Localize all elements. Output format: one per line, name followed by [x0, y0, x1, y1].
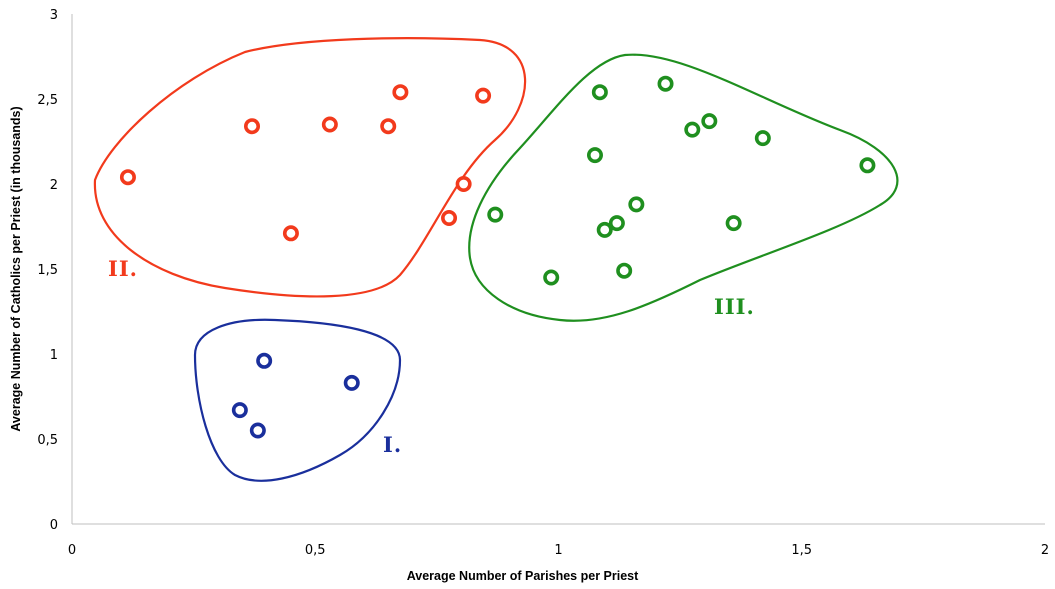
cluster-i-outline	[193, 318, 402, 482]
data-point	[321, 116, 338, 133]
data-points	[119, 75, 876, 439]
cluster-label: II.	[108, 256, 138, 281]
data-point	[754, 130, 771, 147]
data-point	[244, 118, 261, 135]
cluster-labels: I. II. III.	[108, 256, 755, 457]
y-tick-label: 1,5	[37, 263, 58, 278]
data-point	[725, 215, 742, 232]
y-tick-labels: 0 0,5 1 1,5 2 2,5 3	[37, 8, 58, 533]
y-tick-label: 1	[50, 348, 58, 363]
y-tick-label: 2	[50, 178, 58, 193]
data-point	[628, 196, 645, 213]
cluster-iii-outline	[468, 53, 899, 322]
x-tick-label: 2	[1041, 543, 1049, 558]
data-point	[231, 402, 248, 419]
y-tick-label: 0	[50, 518, 58, 533]
data-point	[455, 176, 472, 193]
x-tick-label: 0	[68, 543, 76, 558]
data-point	[392, 84, 409, 101]
cluster-label: I.	[383, 432, 402, 457]
data-point	[591, 84, 608, 101]
data-point	[586, 147, 603, 164]
data-point	[475, 87, 492, 104]
data-point	[608, 215, 625, 232]
data-point	[657, 75, 674, 92]
data-point	[380, 118, 397, 135]
data-point	[859, 157, 876, 174]
x-axis-title: Average Number of Parishes per Priest	[407, 569, 639, 583]
y-tick-label: 2,5	[37, 93, 58, 108]
axes	[71, 14, 1045, 525]
y-tick-label: 3	[50, 8, 58, 23]
data-point	[701, 113, 718, 130]
cluster-outlines	[93, 37, 899, 482]
data-point	[616, 262, 633, 279]
x-tick-label: 1	[554, 543, 562, 558]
y-tick-label: 0,5	[37, 433, 58, 448]
cluster-ii-outline	[93, 37, 527, 298]
data-point	[249, 422, 266, 439]
data-point	[487, 206, 504, 223]
data-point	[684, 121, 701, 138]
x-tick-label: 1,5	[791, 543, 812, 558]
data-point	[282, 225, 299, 242]
data-point	[441, 210, 458, 227]
data-point	[343, 374, 360, 391]
x-tick-label: 0,5	[305, 543, 326, 558]
data-point	[256, 352, 273, 369]
data-point	[596, 221, 613, 238]
data-point	[543, 269, 560, 286]
y-axis-title: Average Number of Catholics per Priest (…	[9, 106, 23, 431]
data-point	[119, 169, 136, 186]
cluster-label: III.	[714, 294, 755, 319]
x-tick-labels: 0 0,5 1 1,5 2	[68, 543, 1049, 558]
